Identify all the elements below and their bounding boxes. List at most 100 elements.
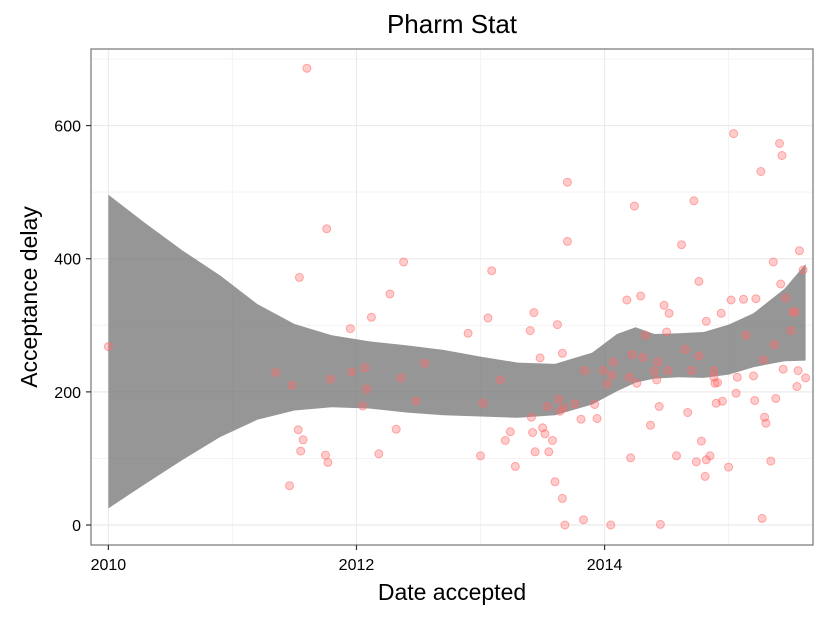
data-point: [505, 427, 515, 437]
y-tick-label: 0: [72, 518, 81, 535]
data-point: [529, 308, 539, 318]
data-point: [641, 330, 650, 340]
data-point: [495, 375, 505, 385]
data-point: [608, 357, 618, 367]
data-point: [731, 388, 741, 398]
data-point: [770, 340, 779, 350]
data-point: [732, 372, 742, 382]
data-point: [663, 366, 673, 376]
data-point: [543, 402, 552, 411]
data-point: [391, 424, 401, 434]
y-tick-label: 200: [54, 385, 81, 402]
data-point: [794, 246, 804, 256]
data-point: [776, 279, 786, 289]
data-points: [103, 63, 811, 530]
data-point: [700, 471, 710, 481]
data-point: [689, 196, 699, 206]
data-point: [632, 378, 642, 388]
data-point: [560, 520, 570, 530]
data-point: [347, 367, 356, 377]
data-point: [557, 348, 567, 358]
data-point: [592, 414, 602, 423]
data-point: [298, 435, 308, 445]
data-point: [579, 515, 588, 525]
data-point: [487, 266, 497, 276]
data-point: [786, 326, 796, 336]
data-point: [576, 414, 586, 424]
data-point: [624, 372, 634, 382]
data-point: [385, 289, 395, 299]
data-point: [758, 355, 768, 365]
data-point: [557, 493, 567, 503]
data-point: [726, 295, 736, 305]
data-point: [749, 371, 758, 381]
data-point: [293, 425, 303, 435]
data-point: [686, 366, 696, 376]
data-point: [717, 396, 727, 406]
x-tick-label: 2014: [587, 557, 623, 574]
data-point: [771, 394, 781, 403]
data-point: [672, 451, 681, 461]
y-tick-label: 600: [54, 119, 81, 136]
data-point: [345, 324, 355, 334]
data-point: [778, 364, 788, 374]
data-point: [694, 276, 704, 286]
data-point: [646, 420, 655, 430]
data-point: [535, 353, 545, 363]
data-point: [544, 447, 554, 457]
data-point: [294, 272, 304, 282]
data-point: [652, 375, 662, 385]
data-point: [655, 519, 665, 529]
data-point: [399, 257, 409, 267]
data-point: [285, 481, 294, 491]
plot-panel-border: [90, 48, 814, 546]
y-axis-ticks: 0 200 400 600: [54, 119, 91, 535]
data-point: [540, 429, 550, 439]
data-point: [626, 453, 636, 463]
chart-title: Pharm Stat: [387, 9, 518, 39]
x-tick-label: 2012: [339, 557, 375, 574]
data-point: [713, 378, 722, 388]
data-point: [739, 294, 748, 304]
data-point: [741, 330, 751, 340]
data-point: [757, 513, 767, 523]
data-point: [606, 520, 616, 530]
data-point: [798, 265, 808, 275]
data-point: [325, 374, 335, 384]
data-point: [756, 167, 766, 176]
data-point: [358, 401, 368, 411]
data-point: [476, 451, 485, 461]
data-point: [789, 307, 799, 317]
data-point: [559, 403, 569, 413]
data-point: [590, 400, 600, 409]
data-point: [361, 384, 371, 394]
data-point: [662, 327, 672, 337]
confidence-band-area: [108, 194, 806, 509]
data-point: [510, 461, 520, 471]
data-point: [360, 363, 370, 373]
data-point: [649, 366, 659, 376]
data-point: [751, 294, 761, 304]
data-point: [701, 316, 711, 326]
data-point: [761, 418, 771, 428]
y-tick-label: 400: [54, 252, 81, 269]
data-point: [321, 450, 330, 460]
data-point: [622, 295, 632, 305]
data-point: [683, 408, 693, 417]
data-point: [500, 436, 510, 445]
data-point: [525, 326, 535, 336]
data-point: [562, 177, 572, 187]
data-point: [705, 451, 715, 461]
data-point: [629, 201, 639, 211]
data-point: [322, 224, 332, 234]
confidence-band: [108, 194, 806, 509]
data-point: [411, 396, 421, 406]
data-point: [680, 344, 690, 354]
data-point: [528, 428, 538, 437]
data-point: [694, 351, 704, 361]
data-point: [709, 366, 719, 376]
x-axis-ticks: 2010 2012 2014: [91, 545, 623, 574]
data-point: [801, 373, 811, 383]
data-point: [775, 139, 784, 148]
